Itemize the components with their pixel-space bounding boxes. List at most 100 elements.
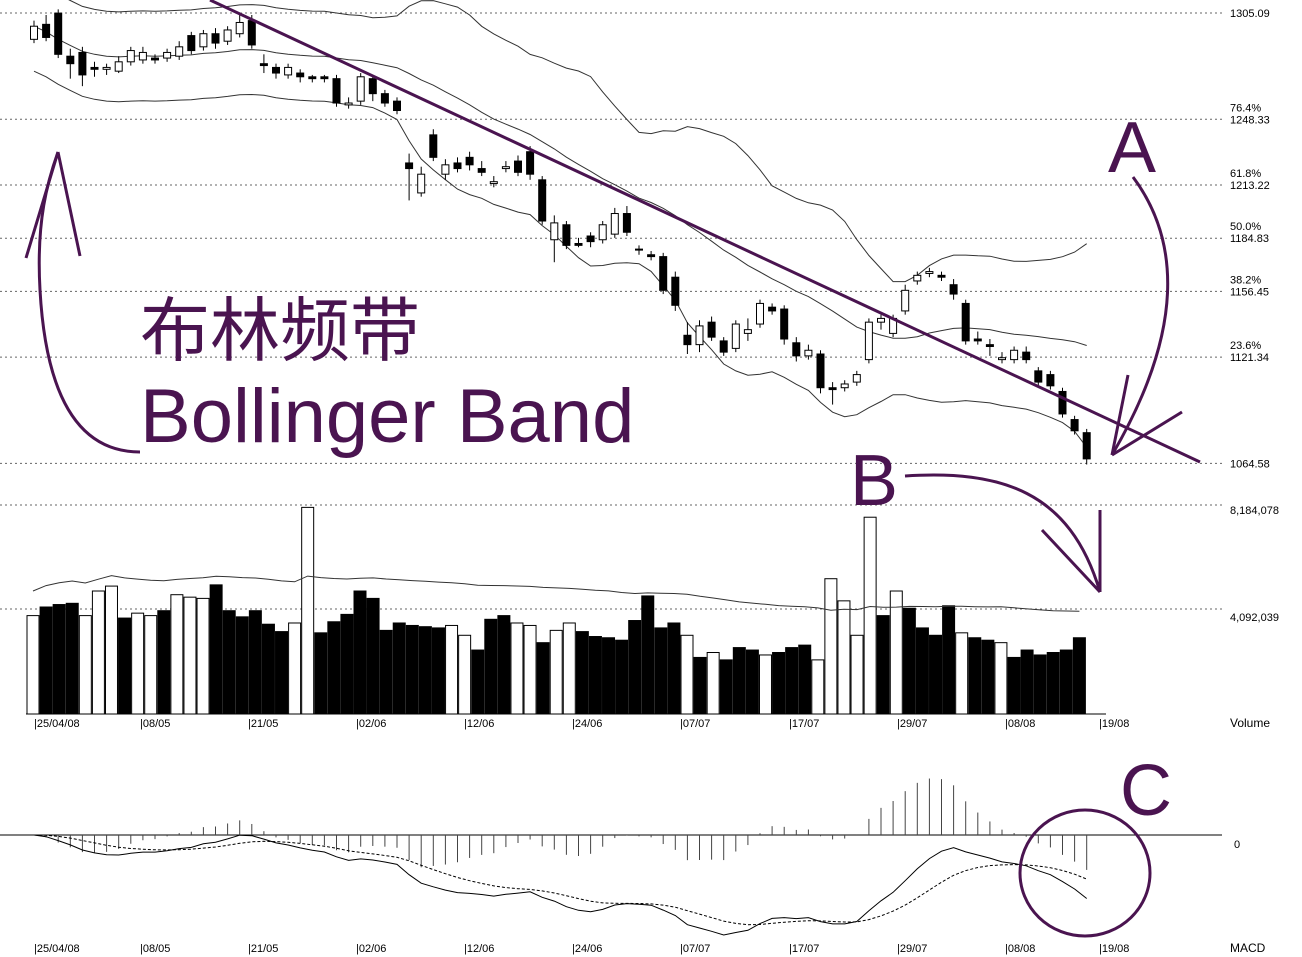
candle-body bbox=[247, 20, 256, 46]
candle-body bbox=[42, 23, 51, 38]
volume-bar bbox=[144, 615, 158, 715]
bollinger-middle-band bbox=[33, 25, 1087, 346]
level-value-label: 1305.09 bbox=[1230, 8, 1270, 20]
level-value-label: 1213.22 bbox=[1230, 180, 1270, 192]
macd-x-tick-label: |29/07 bbox=[897, 943, 927, 955]
candle bbox=[792, 337, 801, 362]
macd-x-tick-label: |17/07 bbox=[789, 943, 819, 955]
macd-panel-label: MACD bbox=[1230, 941, 1266, 955]
level-pct-label: 50.0% bbox=[1230, 221, 1261, 233]
volume-bar bbox=[602, 637, 616, 715]
marker-a: A bbox=[1108, 108, 1156, 188]
candle bbox=[1058, 387, 1067, 418]
arrow-head-a bbox=[1110, 374, 1183, 457]
candle bbox=[635, 245, 643, 255]
volume-bar bbox=[340, 613, 354, 715]
candle-body bbox=[259, 63, 268, 67]
candle bbox=[877, 314, 885, 330]
candle-body bbox=[30, 25, 38, 40]
candle-body bbox=[828, 387, 837, 391]
volume-bar bbox=[981, 639, 995, 715]
bollinger-lower-band bbox=[33, 70, 1088, 448]
volume-bar bbox=[392, 622, 406, 715]
title-english: Bollinger Band bbox=[140, 374, 634, 459]
candle-body bbox=[562, 224, 571, 246]
volume-bar bbox=[104, 585, 118, 715]
volume-bar bbox=[288, 622, 302, 715]
level-value-label: 1248.33 bbox=[1230, 114, 1270, 126]
volume-bar bbox=[445, 624, 459, 715]
candle bbox=[816, 350, 825, 394]
candle bbox=[259, 54, 268, 74]
candle-body bbox=[477, 168, 486, 173]
candle-body bbox=[731, 323, 740, 349]
candle bbox=[163, 48, 172, 62]
volume-bar bbox=[78, 615, 92, 715]
candle-body bbox=[780, 308, 789, 340]
volume-bar bbox=[510, 622, 524, 715]
candle bbox=[453, 157, 462, 173]
candle bbox=[864, 318, 873, 364]
volume-bar bbox=[824, 578, 838, 715]
volume-bar bbox=[667, 622, 681, 715]
candle bbox=[1022, 346, 1031, 364]
candle bbox=[320, 74, 329, 83]
volume-bar bbox=[222, 610, 236, 715]
trend-line bbox=[209, 0, 1201, 464]
volume-bar bbox=[418, 626, 432, 715]
candle-body bbox=[1070, 419, 1079, 432]
volume-bar bbox=[863, 516, 877, 715]
volume-x-tick-label: |25/04/08 bbox=[34, 718, 80, 730]
candle bbox=[78, 46, 87, 87]
candle-body bbox=[816, 353, 825, 389]
candle-body bbox=[1082, 432, 1091, 460]
candle-body bbox=[102, 66, 111, 70]
macd-x-tick-label: |08/05 bbox=[140, 943, 170, 955]
candle-body bbox=[1022, 351, 1031, 361]
candle bbox=[526, 146, 535, 180]
candle bbox=[695, 320, 704, 353]
candle bbox=[126, 46, 135, 66]
candle-body bbox=[417, 173, 426, 194]
candle-body bbox=[574, 242, 583, 246]
candle-body bbox=[743, 329, 752, 334]
volume-bar bbox=[131, 612, 145, 715]
candle bbox=[538, 176, 547, 225]
level-value-label: 1184.83 bbox=[1230, 233, 1269, 245]
candle-body bbox=[272, 66, 280, 74]
volume-bar bbox=[837, 600, 851, 715]
candle bbox=[1082, 428, 1091, 465]
candle bbox=[356, 73, 365, 105]
volume-bar bbox=[275, 631, 289, 715]
volume-bar bbox=[785, 647, 799, 715]
candle-body bbox=[501, 166, 510, 170]
circle-c bbox=[1018, 808, 1152, 938]
macd-x-tick-label: |24/06 bbox=[572, 943, 602, 955]
volume-bar bbox=[170, 594, 184, 715]
candle-body bbox=[526, 151, 535, 175]
candle-body bbox=[695, 325, 704, 346]
candle-body bbox=[877, 317, 885, 323]
volume-bar bbox=[942, 605, 956, 715]
candle-body bbox=[296, 72, 305, 78]
volume-bar bbox=[811, 659, 825, 715]
volume-bar bbox=[458, 634, 472, 715]
candle bbox=[429, 129, 438, 162]
candle-body bbox=[925, 271, 934, 274]
candle-body bbox=[840, 383, 849, 389]
candle bbox=[489, 176, 498, 188]
candle bbox=[42, 14, 51, 42]
candle-body bbox=[284, 66, 293, 76]
candle bbox=[985, 339, 994, 356]
candle bbox=[550, 215, 559, 263]
volume-bar bbox=[1033, 654, 1047, 715]
volume-x-tick-label: |07/07 bbox=[680, 718, 710, 730]
volume-bar bbox=[732, 647, 746, 715]
volume-bar bbox=[745, 649, 759, 715]
annotations bbox=[24, 0, 1201, 938]
candle bbox=[586, 232, 595, 248]
candle bbox=[913, 271, 922, 285]
candle bbox=[296, 69, 305, 83]
candle-body bbox=[320, 76, 329, 80]
volume-bar bbox=[706, 652, 720, 715]
